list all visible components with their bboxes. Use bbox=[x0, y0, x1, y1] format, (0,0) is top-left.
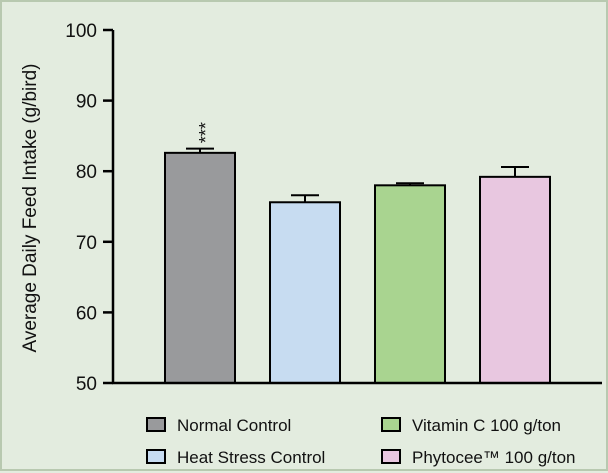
legend: Normal Control Heat Stress Control Vitamin… bbox=[146, 416, 576, 467]
y-tick-label-50: 50 bbox=[76, 374, 97, 395]
y-tick-label-80: 80 bbox=[76, 162, 97, 183]
y-tick-label-100: 100 bbox=[65, 21, 97, 42]
y-tick-label-70: 70 bbox=[76, 233, 97, 254]
bar-vitamin-c-100-g-ton bbox=[374, 184, 446, 384]
y-tick-label-60: 60 bbox=[76, 303, 97, 324]
legend-swatch-heat-stress-control bbox=[146, 449, 166, 464]
bars-group: *** bbox=[164, 122, 551, 384]
bar-normal-control bbox=[164, 151, 236, 384]
legend-label-phytocee-100-g-ton: Phytocee™ 100 g/ton bbox=[412, 448, 576, 467]
legend-label-vitamin-c-100-g-ton: Vitamin C 100 g/ton bbox=[412, 416, 561, 435]
legend-label-heat-stress-control: Heat Stress Control bbox=[177, 448, 325, 467]
y-tick-label-90: 90 bbox=[76, 92, 97, 113]
legend-swatch-vitamin-c-100-g-ton bbox=[381, 417, 401, 432]
legend-label-normal-control: Normal Control bbox=[177, 416, 291, 435]
y-ticks-group: 50 60 70 80 90 100 bbox=[65, 21, 113, 395]
bar-heat-stress-control bbox=[269, 201, 341, 384]
bar-phytocee-100-g-ton bbox=[479, 175, 551, 384]
legend-swatch-normal-control bbox=[146, 417, 166, 432]
significance-label: *** bbox=[196, 122, 216, 143]
legend-swatch-phytocee-100-g-ton bbox=[381, 449, 401, 464]
y-axis-label: Average Daily Feed Intake (g/bird) bbox=[20, 63, 41, 352]
